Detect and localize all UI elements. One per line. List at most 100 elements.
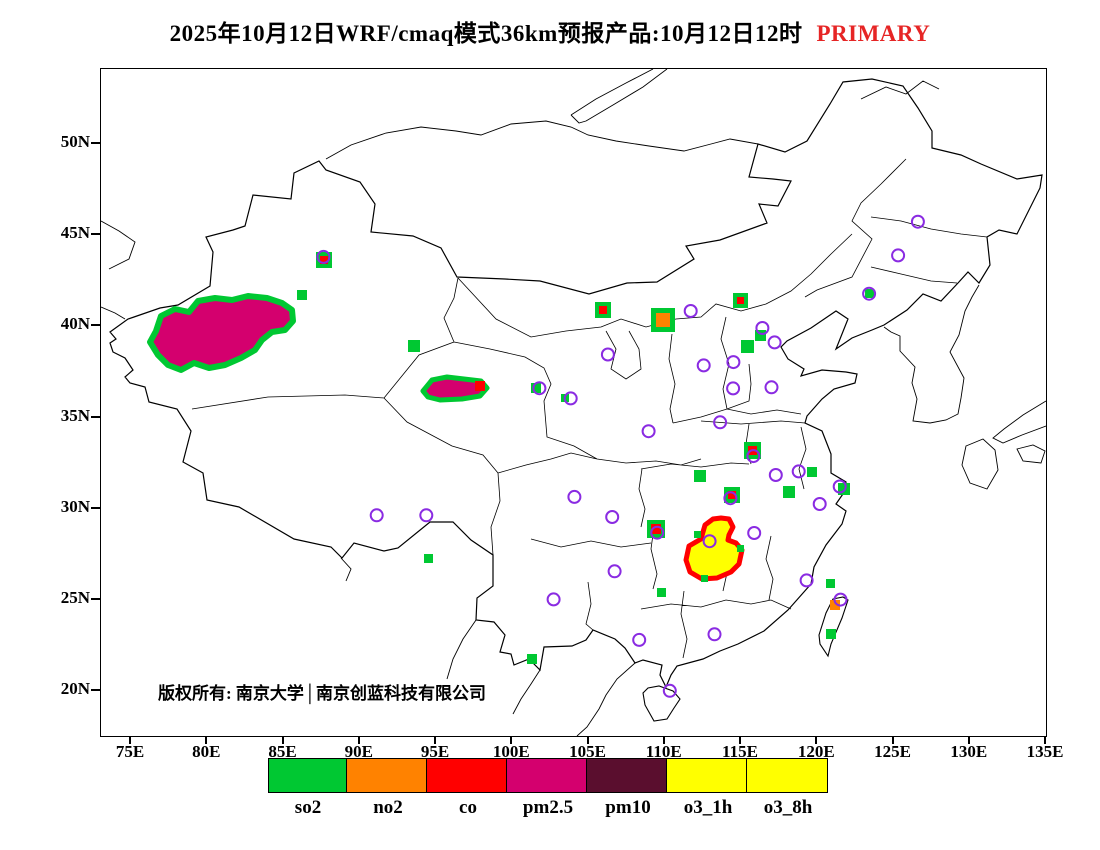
lat-tick-mark: [91, 506, 100, 509]
lon-tick-label: 125E: [874, 742, 911, 761]
co-cell: [475, 381, 485, 391]
legend-swatch: [346, 758, 428, 793]
lon-tick-label: 135E: [1026, 742, 1064, 761]
legend-item-no2: no2: [346, 758, 428, 819]
legend-swatch: [426, 758, 508, 793]
city-marker: [702, 534, 717, 549]
lon-tick-mark: [662, 736, 665, 744]
lon-tick-mark: [586, 736, 589, 744]
pollution-cell: [424, 554, 433, 563]
pollution-cell: [728, 491, 736, 499]
city-marker: [799, 573, 814, 588]
lat-tick-label: 50N: [60, 132, 90, 151]
city-marker: [891, 248, 906, 263]
city-marker: [812, 497, 827, 511]
city-marker: [713, 415, 728, 430]
legend-label: pm10: [605, 797, 651, 818]
city-marker: [605, 510, 620, 524]
city-marker: [683, 304, 698, 318]
pollution-cell: [531, 383, 541, 393]
lat-tick-mark: [91, 598, 100, 600]
pollution-cell: [807, 467, 817, 477]
city-marker: [419, 508, 434, 523]
pollution-cell: [826, 629, 836, 639]
lon-tick-mark: [739, 736, 741, 744]
city-marker: [600, 347, 615, 362]
city-marker: [726, 355, 741, 370]
city-marker: [723, 491, 738, 506]
lat-tick-mark: [91, 324, 100, 327]
lat-tick-mark: [91, 233, 100, 236]
pollution-cell: [656, 313, 670, 327]
city-marker: [746, 449, 761, 464]
legend-item-so2: so2: [268, 758, 348, 819]
lat-tick-label: 25N: [60, 588, 90, 607]
legend-label: no2: [373, 797, 403, 818]
legend-item-co: co: [426, 758, 508, 819]
lat-tick-label: 30N: [60, 496, 90, 516]
pollution-cell: [701, 575, 708, 582]
china-outline: [109, 78, 1043, 689]
city-marker: [369, 508, 384, 523]
legend-swatch: [506, 758, 588, 793]
city-markers: [316, 214, 925, 698]
city-marker: [546, 592, 561, 607]
plot-title-tag: PRIMARY: [816, 21, 931, 46]
lat-tick-mark: [91, 415, 100, 418]
city-marker: [755, 321, 770, 335]
legend-item-o3_1h: o3_1h: [666, 758, 748, 819]
plot-title: 2025年10月12日WRF/cmaq模式36km预报产品:10月12日12时 P…: [0, 14, 1100, 48]
city-marker: [764, 380, 779, 395]
city-marker: [747, 526, 762, 540]
pollution-regions: [147, 252, 874, 664]
city-marker: [650, 525, 665, 540]
lon-tick-label: 90E: [344, 742, 373, 761]
legend: so2 no2 co pm2.5 pm10 o3_1h o3_8h: [268, 758, 828, 819]
city-marker: [662, 683, 677, 698]
legend-item-o3_8h: o3_8h: [746, 758, 828, 819]
china-map-canvas: [101, 69, 1046, 736]
lat-tick-label: 20N: [60, 679, 90, 699]
island-hainan: [642, 685, 681, 722]
city-marker: [532, 381, 547, 396]
lon-tick-label: 95E: [420, 742, 450, 761]
lon-tick-label: 110E: [645, 742, 682, 761]
lat-tick-label: 45N: [60, 223, 90, 243]
lon-tick-mark: [205, 736, 208, 744]
pm25-region-qaidam: [420, 374, 490, 403]
lon-tick-label: 75E: [115, 742, 145, 761]
pollution-cell: [865, 289, 874, 298]
lon-tick-mark: [967, 736, 970, 744]
lon-tick-label: 80E: [192, 742, 221, 761]
province-borders: [191, 158, 988, 659]
pollution-cell: [408, 340, 420, 352]
lon-tick-mark: [815, 736, 818, 744]
lon-tick-label: 85E: [268, 742, 297, 761]
legend-swatch: [746, 758, 828, 793]
pollution-cell: [741, 340, 754, 353]
lon-tick-label: 130E: [950, 742, 988, 761]
lon-tick-mark: [281, 736, 284, 744]
pollution-cell: [320, 256, 328, 264]
pollution-cell: [657, 588, 666, 597]
pollution-cell: [755, 330, 766, 341]
o3-region-hunan: [683, 515, 745, 582]
lon-tick-mark: [434, 736, 436, 744]
city-marker: [767, 335, 782, 350]
pollution-cell: [651, 524, 661, 534]
pollution-cell: [737, 297, 744, 304]
foreign-borders: [101, 69, 1046, 736]
lon-tick-mark: [510, 736, 513, 744]
city-marker: [641, 424, 656, 439]
city-marker: [768, 468, 783, 482]
legend-item-pm2.5: pm2.5: [506, 758, 588, 819]
lon-tick-mark: [129, 736, 131, 744]
city-marker: [707, 627, 722, 642]
city-marker: [833, 592, 848, 607]
lon-tick-mark: [1044, 736, 1046, 744]
city-marker: [632, 632, 647, 647]
legend-swatch: [666, 758, 748, 793]
lat-tick-mark: [91, 142, 100, 144]
lon-tick-label: 120E: [797, 742, 835, 761]
